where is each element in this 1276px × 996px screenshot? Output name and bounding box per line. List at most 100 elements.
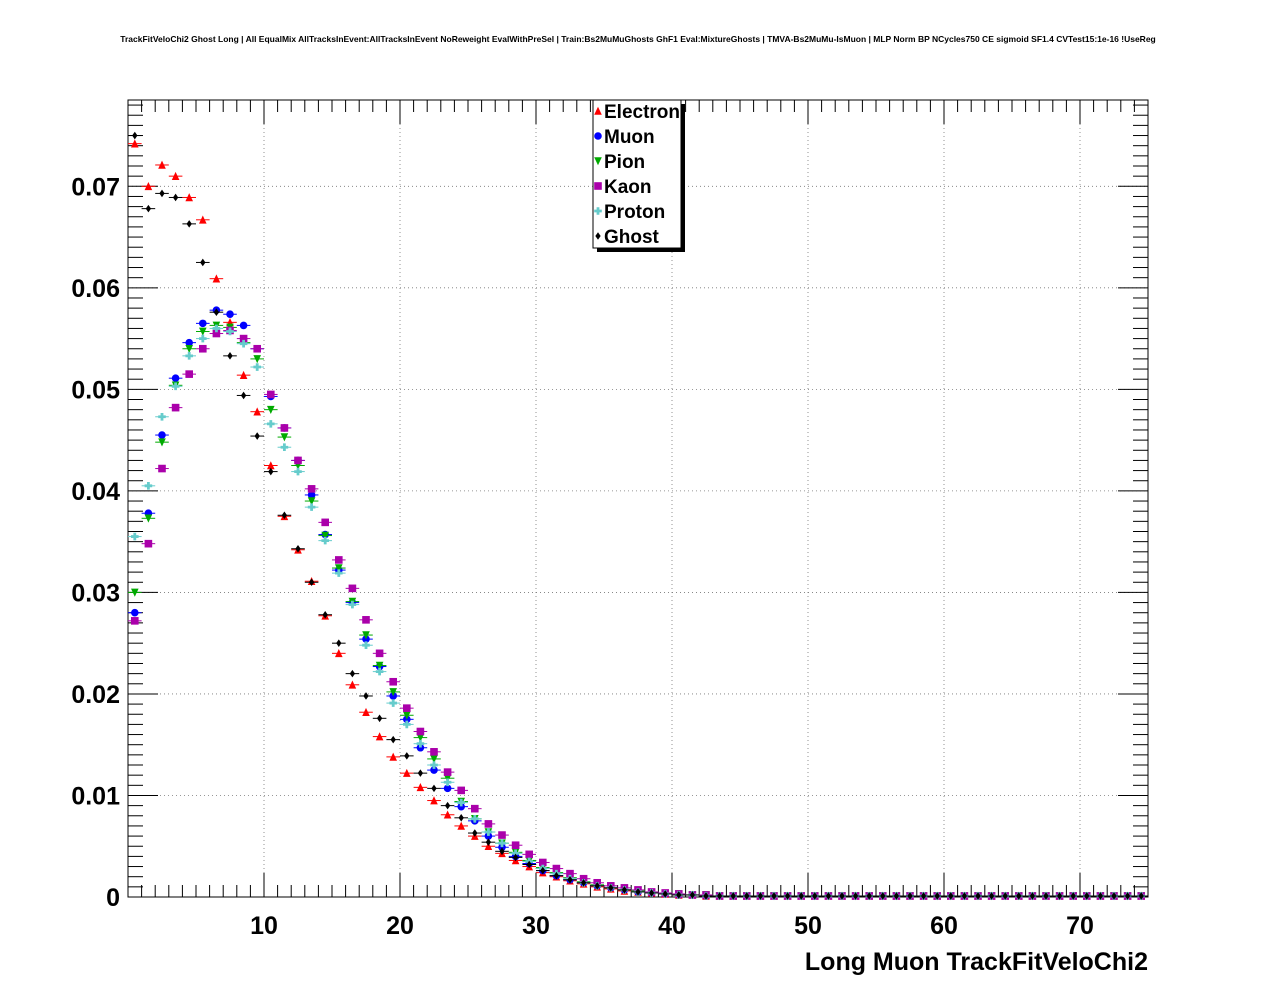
data-point (199, 319, 207, 328)
data-point (254, 432, 260, 440)
data-point (403, 711, 411, 720)
data-point (553, 871, 560, 880)
data-point (185, 338, 193, 347)
legend-marker-ghost (595, 232, 601, 240)
data-point (158, 160, 166, 169)
data-point (511, 849, 520, 858)
y-tick-label: 0.02 (71, 681, 120, 709)
data-point (226, 310, 234, 319)
data-point (267, 420, 275, 428)
data-point (635, 888, 641, 896)
data-point (798, 892, 804, 900)
data-point (213, 308, 220, 316)
data-point (580, 878, 587, 887)
data-point (280, 424, 289, 432)
series-ghost (128, 131, 1148, 900)
data-point (443, 768, 452, 776)
data-point (158, 464, 166, 473)
data-point (335, 564, 343, 573)
data-point (267, 390, 275, 399)
data-point (430, 761, 438, 769)
legend-box (592, 99, 682, 249)
data-point (498, 831, 506, 839)
data-point (322, 610, 328, 619)
data-point (171, 403, 180, 412)
data-point (185, 352, 193, 360)
data-point (961, 892, 968, 900)
data-point (253, 355, 261, 364)
data-point (186, 220, 192, 228)
data-point (375, 649, 384, 658)
data-point (443, 784, 452, 793)
data-point (907, 892, 913, 900)
data-point (498, 839, 506, 847)
data-point (608, 884, 614, 892)
data-point (431, 784, 437, 793)
data-point (144, 482, 153, 490)
data-point (540, 866, 546, 875)
x-tick-label: 60 (930, 912, 958, 940)
data-point (131, 588, 139, 597)
data-point (552, 864, 561, 873)
data-point (444, 801, 451, 810)
data-point (1056, 892, 1063, 900)
data-point (212, 329, 221, 338)
data-point (812, 892, 818, 900)
y-tick-label: 0.06 (71, 275, 120, 303)
data-point (443, 810, 452, 819)
legend-marker-kaon (594, 182, 602, 190)
y-tick-label: 0 (106, 884, 120, 912)
data-point (404, 752, 410, 760)
data-point (321, 518, 329, 527)
data-point (375, 667, 384, 676)
data-point (403, 768, 411, 777)
data-point (1043, 892, 1049, 900)
data-point (349, 669, 356, 678)
data-point (144, 514, 153, 523)
data-point (526, 860, 532, 869)
data-point (457, 798, 465, 807)
data-point (348, 600, 357, 609)
data-point (362, 616, 370, 624)
data-point (880, 892, 886, 900)
data-point (443, 774, 452, 783)
data-point (131, 608, 139, 617)
data-point (484, 841, 493, 851)
legend: Electron Muon Pion Kaon Proton Ghost (592, 99, 685, 252)
data-point (771, 892, 777, 900)
data-point (893, 892, 900, 900)
x-tick-label: 70 (1066, 912, 1094, 940)
data-point (403, 720, 411, 729)
data-point (825, 892, 832, 900)
data-point (1070, 892, 1076, 900)
data-point (471, 804, 479, 813)
data-point (172, 193, 179, 202)
data-point (499, 847, 505, 856)
y-tick-label: 0.04 (71, 478, 120, 506)
data-point (1016, 892, 1022, 900)
data-point (200, 258, 206, 267)
y-tick-label: 0.07 (71, 173, 120, 201)
data-point (676, 891, 682, 899)
data-point (839, 892, 845, 900)
x-axis-label: Long Muon TrackFitVeloChi2 (805, 948, 1148, 976)
data-point (484, 820, 493, 828)
data-point (621, 886, 628, 894)
data-point (852, 892, 859, 900)
legend-label-proton: Proton (604, 202, 665, 223)
data-point (239, 339, 248, 348)
data-point (389, 688, 397, 697)
data-point (212, 324, 221, 333)
data-point (199, 215, 207, 224)
data-point (335, 569, 343, 577)
data-point (988, 892, 995, 900)
data-point (144, 181, 153, 191)
data-point (363, 692, 369, 700)
data-point (1138, 892, 1144, 900)
x-tick-label: 20 (386, 912, 414, 940)
data-point (362, 641, 370, 650)
x-tick-label: 40 (658, 912, 686, 940)
data-point (199, 334, 207, 343)
data-point (757, 892, 764, 900)
